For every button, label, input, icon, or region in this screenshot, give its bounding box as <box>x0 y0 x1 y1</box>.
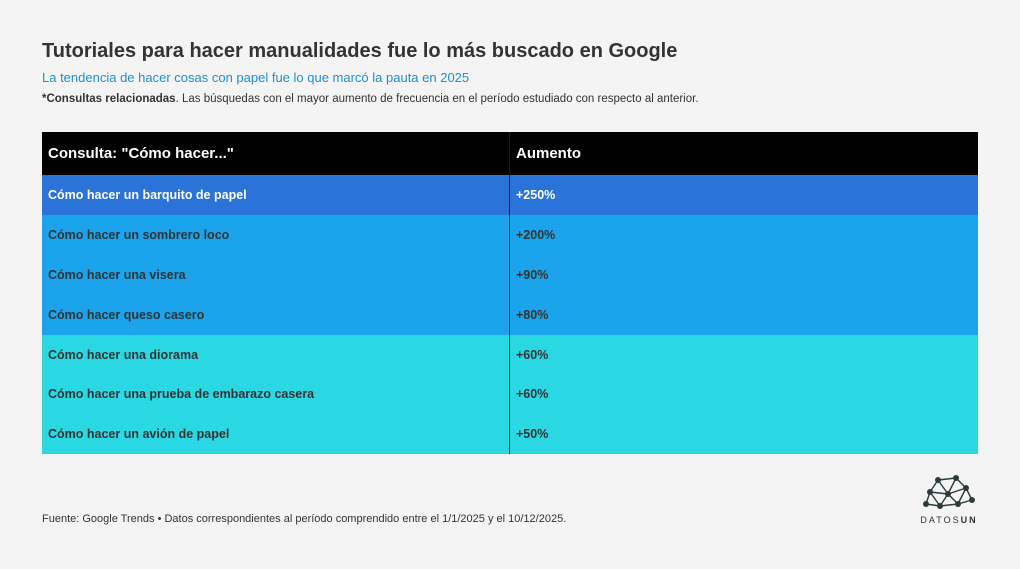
cell-increase: +80% <box>516 307 549 322</box>
logo-text-datos: DATOS <box>920 515 961 525</box>
cell-increase: +90% <box>516 267 549 282</box>
source-note: Fuente: Google Trends • Datos correspond… <box>42 513 567 525</box>
cell-query: Cómo hacer un barquito de papel <box>42 175 510 215</box>
datosun-logo-icon <box>923 475 975 509</box>
logo-wordmark: DATOSUN <box>918 515 980 525</box>
column-header-increase: Aumento <box>516 145 581 162</box>
cell-increase: +200% <box>516 227 556 242</box>
table-row: Cómo hacer un barquito de papel +250% <box>42 175 978 215</box>
chart-subtitle: La tendencia de hacer cosas con papel fu… <box>42 70 470 85</box>
note-text: . Las búsquedas con el mayor aumento de … <box>175 93 699 105</box>
cell-increase: +60% <box>516 347 549 362</box>
table-header: Consulta: "Cómo hacer..." Aumento <box>42 132 978 175</box>
cell-query: Cómo hacer un avión de papel <box>42 414 510 455</box>
table-row: Cómo hacer un avión de papel +50% <box>42 414 978 455</box>
table-row: Cómo hacer una visera +90% <box>42 254 978 295</box>
table-row: Cómo hacer queso casero +80% <box>42 294 978 335</box>
logo-text-un: UN <box>960 515 978 525</box>
table-row: Cómo hacer una prueba de embarazo casera… <box>42 374 978 415</box>
cell-query: Cómo hacer una diorama <box>42 334 510 375</box>
cell-query: Cómo hacer una prueba de embarazo casera <box>42 374 510 415</box>
data-table: Consulta: "Cómo hacer..." Aumento Cómo h… <box>42 132 978 455</box>
cell-query: Cómo hacer una visera <box>42 254 510 295</box>
table-body: Cómo hacer un barquito de papel +250% Cómo… <box>42 175 978 455</box>
chart-note: *Consultas relacionadas. Las búsquedas c… <box>42 93 699 105</box>
column-header-query: Consulta: "Cómo hacer..." <box>42 132 510 175</box>
table-row: Cómo hacer una diorama +60% <box>42 334 978 375</box>
cell-increase: +60% <box>516 387 549 402</box>
chart-title: Tutoriales para hacer manualidades fue l… <box>42 40 678 62</box>
cell-increase: +50% <box>516 427 549 442</box>
cell-query: Cómo hacer un sombrero loco <box>42 214 510 255</box>
cell-increase: +250% <box>516 187 556 202</box>
table-row: Cómo hacer un sombrero loco +200% <box>42 214 978 255</box>
note-bold: *Consultas relacionadas <box>42 93 176 105</box>
cell-query: Cómo hacer queso casero <box>42 294 510 335</box>
